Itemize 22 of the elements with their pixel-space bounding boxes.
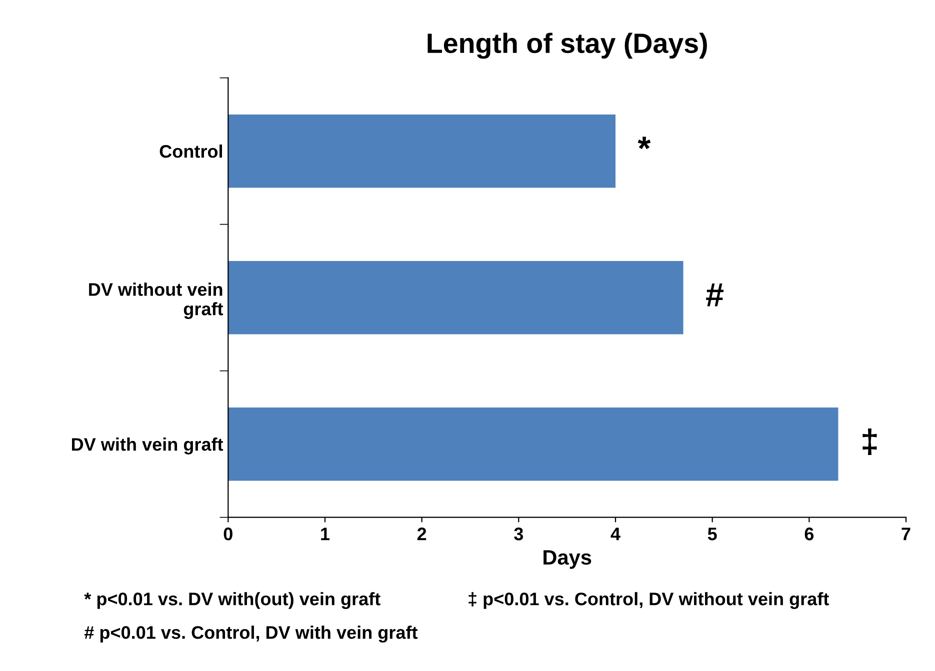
x-tick-label: 5	[708, 528, 717, 540]
y-tick-label: Control	[160, 144, 222, 158]
annotation: #	[706, 284, 724, 306]
x-tick-label: 4	[610, 528, 620, 540]
x-tick-label: 3	[514, 528, 524, 540]
bar	[228, 114, 616, 188]
x-tick-label: 7	[902, 528, 910, 540]
text: ‡ p<0.01 vs. Control, DV without vein graft	[468, 592, 829, 609]
text: # p<0.01 vs. Control, DV with vein graft	[84, 626, 418, 643]
annotation: *	[638, 136, 651, 150]
x-tick-label: 6	[804, 528, 814, 540]
bar	[228, 260, 684, 334]
bar	[228, 407, 838, 481]
text: * p<0.01 vs. DV with(out) vein graft	[84, 592, 380, 609]
x-tick-label: 1	[321, 528, 330, 540]
chart-title: Length of stay (Days)	[428, 32, 707, 59]
x-tick-label: 2	[417, 528, 426, 540]
x-axis-title: Days	[544, 550, 592, 569]
y-tick-label: DV without vein graft	[89, 282, 224, 319]
y-tick-label: DV with vein graft	[72, 438, 224, 454]
annotation: ‡	[862, 428, 877, 456]
x-tick-label: 0	[224, 528, 232, 540]
